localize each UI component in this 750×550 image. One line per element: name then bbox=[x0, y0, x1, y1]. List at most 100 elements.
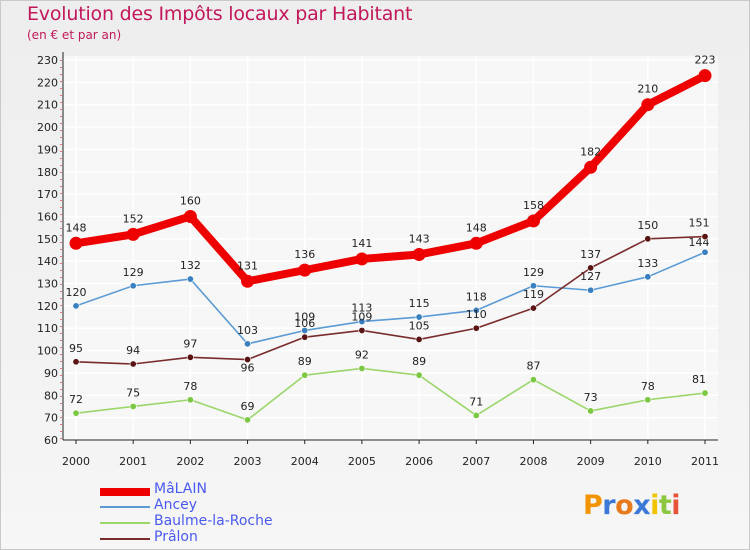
y-tick-label: 170 bbox=[37, 188, 58, 201]
data-point-pr-lon bbox=[358, 326, 366, 334]
x-tick-label: 2000 bbox=[62, 455, 90, 468]
logo-letter: t bbox=[658, 490, 672, 521]
data-label-baulme-la-roche: 89 bbox=[298, 355, 312, 368]
data-point-pr-lon bbox=[701, 233, 709, 241]
data-point-m-lain bbox=[69, 236, 83, 250]
data-point-baulme-la-roche bbox=[186, 396, 194, 404]
data-point-m-lain bbox=[469, 236, 483, 250]
legend-label-ancey: Ancey bbox=[154, 497, 198, 513]
data-label-baulme-la-roche: 92 bbox=[355, 348, 369, 361]
x-tick-label: 2003 bbox=[234, 455, 262, 468]
data-point-ancey bbox=[529, 282, 537, 290]
data-label-m-lain: 148 bbox=[466, 221, 487, 234]
logo-letter: i bbox=[671, 490, 681, 521]
data-label-baulme-la-roche: 71 bbox=[469, 395, 483, 408]
data-point-baulme-la-roche bbox=[72, 409, 80, 417]
logo-letter: P bbox=[583, 490, 603, 521]
series-line-pr-lon bbox=[75, 235, 706, 365]
y-tick-label: 140 bbox=[37, 255, 58, 268]
y-tick-label: 210 bbox=[37, 99, 58, 112]
series-line-ancey bbox=[75, 251, 706, 345]
data-label-m-lain: 210 bbox=[637, 83, 658, 96]
data-label-pr-lon: 96 bbox=[241, 362, 255, 375]
legend-swatch-malain bbox=[100, 488, 150, 496]
x-tick-label: 2002 bbox=[176, 455, 204, 468]
data-point-ancey bbox=[72, 302, 80, 310]
legend-item-ancey: Ancey bbox=[100, 497, 360, 514]
data-point-m-lain bbox=[584, 160, 598, 174]
data-point-m-lain bbox=[126, 227, 140, 241]
data-label-pr-lon: 106 bbox=[294, 317, 315, 330]
y-tick-label: 190 bbox=[37, 143, 58, 156]
data-label-ancey: 132 bbox=[180, 259, 201, 272]
data-point-ancey bbox=[358, 318, 366, 326]
y-tick-label: 160 bbox=[37, 210, 58, 223]
data-label-pr-lon: 105 bbox=[409, 319, 430, 332]
data-point-baulme-la-roche bbox=[644, 396, 652, 404]
legend-item-baulme: Baulme-la-Roche bbox=[100, 513, 360, 530]
data-point-baulme-la-roche bbox=[529, 376, 537, 384]
data-label-pr-lon: 97 bbox=[183, 337, 197, 350]
data-point-m-lain bbox=[698, 69, 712, 83]
legend-swatch-baulme bbox=[100, 522, 150, 524]
x-tick-label: 2004 bbox=[291, 455, 319, 468]
data-point-pr-lon bbox=[301, 333, 309, 341]
data-label-pr-lon: 151 bbox=[689, 217, 710, 230]
data-point-ancey bbox=[701, 248, 709, 256]
data-label-ancey: 109 bbox=[294, 310, 315, 323]
series-line-baulme-la-roche bbox=[75, 367, 706, 421]
x-tick-label: 2001 bbox=[119, 455, 147, 468]
data-label-baulme-la-roche: 78 bbox=[641, 380, 655, 393]
data-label-m-lain: 143 bbox=[409, 232, 430, 245]
data-point-pr-lon bbox=[186, 353, 194, 361]
data-point-m-lain bbox=[241, 274, 255, 288]
data-label-baulme-la-roche: 73 bbox=[584, 391, 598, 404]
y-tick-label: 100 bbox=[37, 345, 58, 358]
data-label-m-lain: 141 bbox=[351, 237, 372, 250]
plot-area bbox=[63, 56, 718, 440]
proxiti-logo: Proxiti bbox=[583, 490, 681, 521]
data-point-baulme-la-roche bbox=[129, 402, 137, 410]
legend-label-pralon: Prâlon bbox=[154, 529, 198, 545]
data-label-ancey: 115 bbox=[409, 297, 430, 310]
data-label-pr-lon: 110 bbox=[466, 308, 487, 321]
data-label-m-lain: 223 bbox=[695, 54, 716, 67]
data-label-baulme-la-roche: 78 bbox=[183, 380, 197, 393]
y-tick-label: 120 bbox=[37, 300, 58, 313]
data-label-m-lain: 152 bbox=[123, 212, 144, 225]
x-tick-label: 2008 bbox=[519, 455, 547, 468]
data-label-baulme-la-roche: 75 bbox=[126, 386, 140, 399]
data-label-ancey: 133 bbox=[637, 257, 658, 270]
data-point-ancey bbox=[415, 313, 423, 321]
data-point-m-lain bbox=[183, 209, 197, 223]
data-label-baulme-la-roche: 72 bbox=[69, 393, 83, 406]
data-point-ancey bbox=[587, 286, 595, 294]
y-tick-label: 60 bbox=[44, 434, 58, 447]
logo-letter: i bbox=[650, 490, 659, 521]
data-point-m-lain bbox=[412, 247, 426, 261]
data-point-m-lain bbox=[298, 263, 312, 277]
legend-item-malain: MâLAIN bbox=[100, 481, 360, 498]
data-label-pr-lon: 95 bbox=[69, 342, 83, 355]
x-tick-label: 2006 bbox=[405, 455, 433, 468]
data-label-m-lain: 148 bbox=[66, 221, 87, 234]
data-label-baulme-la-roche: 81 bbox=[692, 373, 706, 386]
data-point-ancey bbox=[129, 282, 137, 290]
logo-letter: r bbox=[602, 490, 616, 521]
data-point-ancey bbox=[244, 340, 252, 348]
data-label-ancey: 129 bbox=[123, 266, 144, 279]
legend-swatch-ancey bbox=[100, 506, 150, 508]
data-point-ancey bbox=[301, 326, 309, 334]
data-label-ancey: 118 bbox=[466, 290, 487, 303]
data-label-pr-lon: 119 bbox=[523, 288, 544, 301]
legend-item-pralon: Prâlon bbox=[100, 529, 360, 546]
data-point-baulme-la-roche bbox=[587, 407, 595, 415]
data-point-m-lain bbox=[526, 214, 540, 228]
x-tick-label: 2009 bbox=[577, 455, 605, 468]
data-label-ancey: 127 bbox=[580, 270, 601, 283]
data-point-pr-lon bbox=[529, 304, 537, 312]
data-label-baulme-la-roche: 69 bbox=[241, 400, 255, 413]
data-label-ancey: 120 bbox=[66, 286, 87, 299]
data-point-ancey bbox=[644, 273, 652, 281]
